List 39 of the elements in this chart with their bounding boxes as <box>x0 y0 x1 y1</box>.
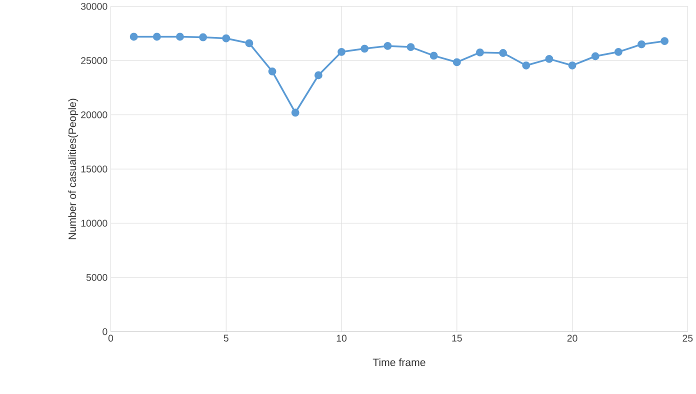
point <box>660 37 669 46</box>
point <box>314 71 322 80</box>
x-tick-label: 15 <box>452 334 462 342</box>
point <box>152 32 161 41</box>
point <box>522 62 530 70</box>
y-tick-label: 0 <box>102 328 108 336</box>
y-axis-title: Number of casualities(People) <box>68 98 78 240</box>
y-tick-label: 10000 <box>81 220 108 227</box>
x-tick-label: 25 <box>682 334 693 342</box>
point <box>291 108 300 117</box>
y-tick-label: 15000 <box>81 166 108 173</box>
point <box>222 34 230 42</box>
point <box>568 62 576 70</box>
point <box>638 40 646 48</box>
point <box>545 55 554 64</box>
point <box>499 49 508 58</box>
x-tick-label: 5 <box>224 334 228 342</box>
point <box>268 68 276 76</box>
point <box>360 44 369 53</box>
point <box>591 52 600 60</box>
point <box>338 48 346 56</box>
point <box>476 48 484 57</box>
y-tick-label: 5000 <box>86 274 108 282</box>
x-tick-label: 0 <box>108 334 114 342</box>
y-tick-label: 25000 <box>81 57 108 64</box>
point <box>176 32 184 41</box>
point <box>384 42 392 50</box>
point <box>452 58 461 66</box>
point <box>130 32 138 41</box>
point <box>199 33 208 42</box>
x-tick-label: 20 <box>567 334 578 342</box>
point <box>406 43 415 52</box>
point <box>430 52 438 60</box>
point <box>614 48 622 56</box>
x-tick-label: 10 <box>336 334 347 342</box>
y-tick-label: 30000 <box>81 3 108 10</box>
y-tick-label: 20000 <box>81 112 108 118</box>
x-axis-title: Time frame <box>372 358 426 366</box>
point <box>245 39 254 48</box>
